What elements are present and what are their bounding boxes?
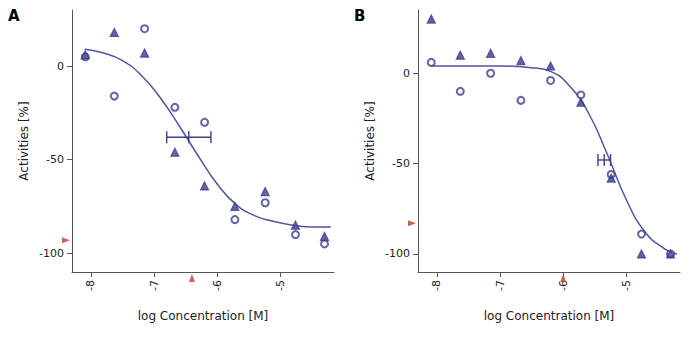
svg-text:-100: -100 xyxy=(39,247,64,260)
svg-text:-8: -8 xyxy=(84,280,97,291)
svg-text:log Concentration [M]: log Concentration [M] xyxy=(484,309,615,323)
svg-text:-100: -100 xyxy=(385,247,410,260)
svg-text:A: A xyxy=(8,7,20,25)
svg-text:-50: -50 xyxy=(46,153,64,166)
svg-text:-8: -8 xyxy=(430,280,443,291)
svg-text:-7: -7 xyxy=(148,280,161,291)
svg-text:-6: -6 xyxy=(211,280,224,291)
svg-text:Activities [%]: Activities [%] xyxy=(363,101,377,180)
svg-text:log Concentration [M]: log Concentration [M] xyxy=(138,309,269,323)
svg-text:B: B xyxy=(354,7,365,25)
svg-text:-7: -7 xyxy=(494,280,507,291)
svg-text:Activities [%]: Activities [%] xyxy=(17,101,31,180)
svg-text:0: 0 xyxy=(57,60,64,73)
svg-text:-6: -6 xyxy=(556,280,570,291)
svg-text:-5: -5 xyxy=(620,280,633,291)
svg-text:0: 0 xyxy=(403,67,410,80)
svg-text:-50: -50 xyxy=(392,157,410,170)
svg-text:-5: -5 xyxy=(274,280,287,291)
